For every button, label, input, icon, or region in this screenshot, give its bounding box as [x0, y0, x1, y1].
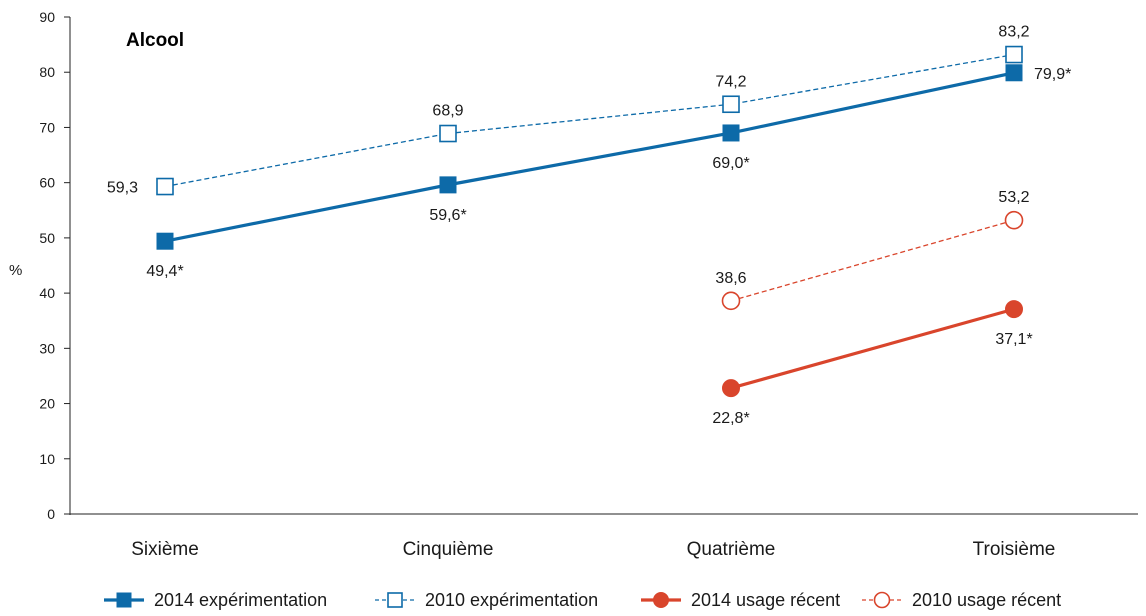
data-point: [439, 124, 457, 143]
series-3: 38,6 53,2: [715, 189, 1030, 311]
data-label: 59,3: [107, 180, 138, 197]
data-point: [722, 95, 740, 114]
chart-title: Alcool: [126, 30, 184, 51]
x-tick-label: Sixième: [131, 539, 199, 560]
data-label: 69,0*: [712, 155, 749, 172]
y-axis-label: %: [9, 262, 22, 279]
y-tick-label: 40: [39, 285, 55, 301]
series-line: [164, 71, 1015, 243]
legend-item: 2010 usage récent: [862, 590, 1061, 610]
legend-item: 2010 expérimentation: [375, 590, 598, 610]
y-tick-label: 0: [47, 506, 55, 522]
y-tick-label: 80: [39, 64, 55, 80]
series-line: [730, 219, 1015, 302]
data-label: 22,8*: [712, 410, 749, 427]
y-tick-label: 70: [39, 119, 55, 135]
y-tick-label: 90: [39, 9, 55, 25]
series-layer: 49,4* 59,6* 69,0* 79,9* 59,3 68,9 74,2 83,2 22,8…: [107, 24, 1072, 428]
legend: 2014 expérimentation 2010 expérimentation…: [104, 590, 1061, 610]
data-point: [1005, 300, 1023, 319]
series-line: [730, 307, 1015, 390]
data-label: 79,9*: [1034, 66, 1071, 83]
legend-label: 2014 expérimentation: [154, 590, 327, 610]
data-point: [1004, 210, 1024, 230]
legend-item: 2014 usage récent: [641, 590, 840, 610]
y-tick-label: 30: [39, 340, 55, 356]
axes: 0 10 20 30 40 50 60 70 80 90 Sixième Cinquième Quatr…: [39, 9, 1138, 560]
y-tick-label: 50: [39, 230, 55, 246]
data-label: 37,1*: [995, 331, 1032, 348]
y-tick-label: 10: [39, 451, 55, 467]
data-label: 53,2: [998, 189, 1029, 206]
legend-marker: [116, 592, 132, 608]
legend-item: 2014 expérimentation: [104, 590, 327, 610]
data-label: 49,4*: [146, 263, 183, 280]
y-tick-label: 60: [39, 175, 55, 191]
x-tick-label: Cinquième: [403, 539, 494, 560]
data-label: 83,2: [998, 24, 1029, 41]
series-1: 59,3 68,9 74,2 83,2: [107, 24, 1030, 197]
legend-label: 2014 usage récent: [691, 590, 840, 610]
legend-marker: [387, 592, 403, 608]
data-label: 38,6: [715, 270, 746, 287]
data-point: [156, 232, 174, 250]
legend-marker: [653, 592, 669, 608]
data-point: [1005, 64, 1023, 82]
data-label: 59,6*: [429, 207, 466, 224]
series-2: 22,8* 37,1*: [712, 300, 1033, 427]
legend-label: 2010 expérimentation: [425, 590, 598, 610]
data-point: [156, 177, 174, 196]
data-point: [722, 124, 740, 142]
series-0: 49,4* 59,6* 69,0* 79,9*: [146, 64, 1071, 280]
data-point: [722, 379, 740, 398]
legend-label: 2010 usage récent: [912, 590, 1061, 610]
x-tick-label: Troisième: [973, 539, 1056, 560]
x-tick-label: Quatrième: [687, 539, 776, 560]
legend-marker: [873, 591, 891, 609]
data-label: 68,9: [432, 103, 463, 120]
data-point: [721, 291, 741, 311]
data-label: 74,2: [715, 73, 746, 90]
data-point: [1005, 45, 1023, 64]
series-line: [164, 53, 1015, 188]
y-tick-label: 20: [39, 396, 55, 412]
data-point: [439, 176, 457, 194]
